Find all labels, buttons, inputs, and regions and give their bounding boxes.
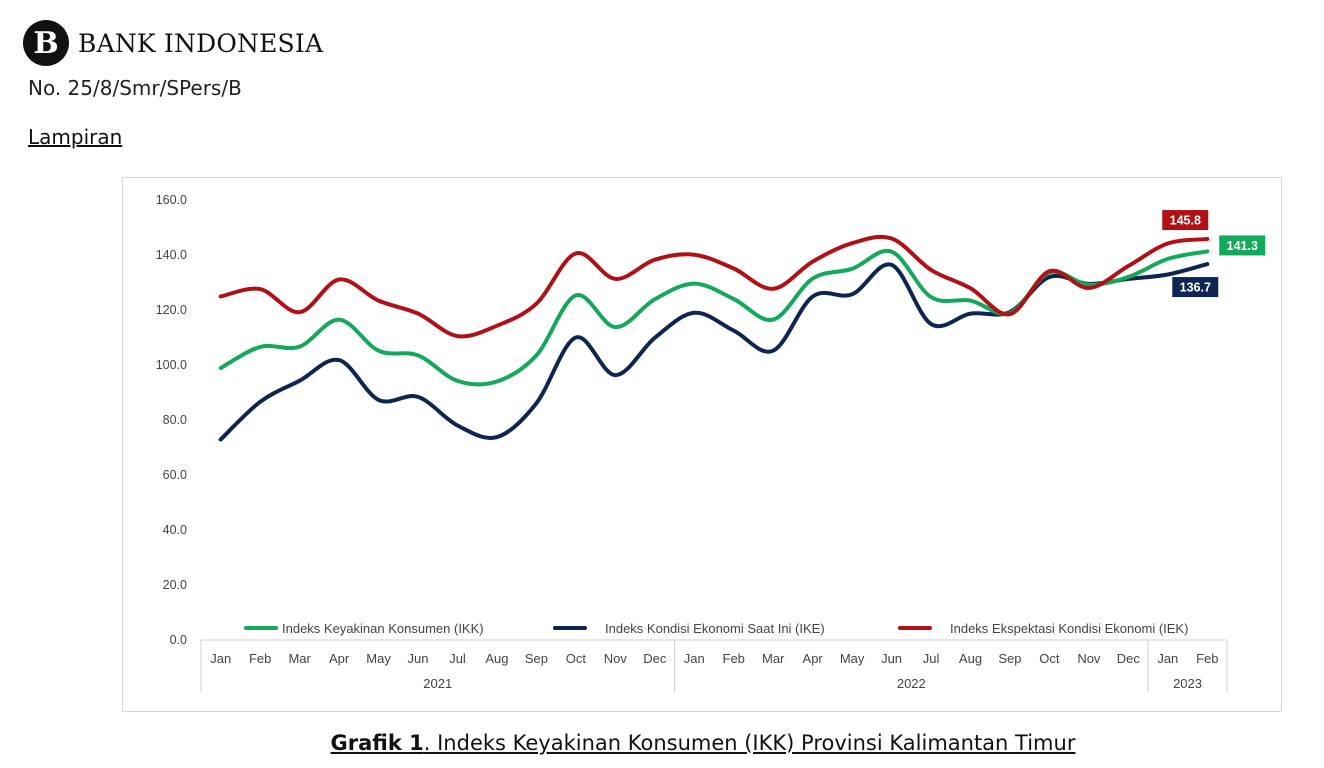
x-tick-label: May — [366, 651, 391, 666]
x-tick-label: Jun — [408, 651, 429, 666]
legend-label-ikk: Indeks Keyakinan Konsumen (IKK) — [282, 621, 484, 636]
legend-label-iek: Indeks Ekspektasi Kondisi Ekonomi (IEK) — [950, 621, 1188, 636]
y-tick-label: 140.0 — [156, 248, 187, 262]
x-tick-label: Apr — [803, 651, 824, 666]
document-number: No. 25/8/Smr/SPers/B — [28, 76, 242, 100]
bank-indonesia-logo: B BANK INDONESIA — [22, 18, 323, 68]
data-label-box-ikk — [1219, 235, 1266, 256]
logo-text: BANK INDONESIA — [78, 28, 324, 58]
x-tick-label: Aug — [485, 651, 508, 666]
x-tick-label: Mar — [288, 651, 311, 666]
legend-label-ike: Indeks Kondisi Ekonomi Saat Ini (IKE) — [605, 621, 825, 636]
x-tick-label: Jul — [923, 651, 940, 666]
x-tick-label: Nov — [604, 651, 628, 666]
y-tick-label: 20.0 — [163, 578, 187, 592]
y-tick-label: 100.0 — [156, 358, 187, 372]
y-tick-label: 160.0 — [156, 193, 187, 207]
y-tick-label: 40.0 — [163, 523, 187, 537]
data-label-box-iek — [1162, 210, 1209, 231]
data-label-iek: 145.8 — [1170, 214, 1201, 228]
x-tick-label: Mar — [762, 651, 785, 666]
data-label-ike: 136.7 — [1180, 281, 1211, 295]
x-tick-label: Jan — [210, 651, 231, 666]
year-label: 2023 — [1173, 676, 1202, 691]
x-tick-label: Jan — [1157, 651, 1178, 666]
data-label-ikk: 141.3 — [1227, 239, 1258, 253]
x-tick-label: Feb — [1196, 651, 1218, 666]
x-tick-label: Oct — [1039, 651, 1060, 666]
x-tick-label: Oct — [566, 651, 587, 666]
chart-frame: 0.0 20.0 40.0 60.0 80.0 100.0 120.0 140.0 160.0 J… — [122, 177, 1282, 712]
y-tick-label: 120.0 — [156, 303, 187, 317]
x-tick-label: Sep — [525, 651, 548, 666]
x-tick-label: Feb — [723, 651, 745, 666]
year-label: 2021 — [423, 676, 452, 691]
logo-mark-letter: B — [33, 26, 58, 61]
y-tick-label: 60.0 — [163, 468, 187, 482]
x-tick-label: Feb — [249, 651, 271, 666]
x-tick-label: Apr — [329, 651, 350, 666]
x-tick-label: Jan — [684, 651, 705, 666]
x-tick-label: Sep — [998, 651, 1021, 666]
x-tick-label: Aug — [959, 651, 982, 666]
y-tick-label: 80.0 — [163, 413, 187, 427]
x-tick-label: Jul — [449, 651, 466, 666]
x-tick-label: Dec — [1117, 651, 1141, 666]
data-label-box-ike — [1172, 277, 1219, 298]
line-chart: 0.0 20.0 40.0 60.0 80.0 100.0 120.0 140.0 160.0 J… — [156, 193, 1266, 692]
figure-caption: Grafik 1. Indeks Keyakinan Konsumen (IKK… — [0, 731, 1324, 755]
x-tick-label: Nov — [1077, 651, 1101, 666]
caption-text: . Indeks Keyakinan Konsumen (IKK) Provin… — [423, 731, 1076, 755]
y-tick-label: 0.0 — [170, 633, 187, 647]
x-tick-label: Dec — [643, 651, 667, 666]
series-line-ike — [218, 262, 1210, 442]
x-tick-label: May — [840, 651, 865, 666]
x-tick-label: Jun — [881, 651, 902, 666]
year-label: 2022 — [897, 676, 926, 691]
bank-indonesia-emblem-icon: B — [23, 20, 69, 66]
section-title: Lampiran — [28, 125, 123, 149]
caption-prefix: Grafik 1 — [330, 731, 424, 755]
series-line-iek — [218, 234, 1210, 339]
